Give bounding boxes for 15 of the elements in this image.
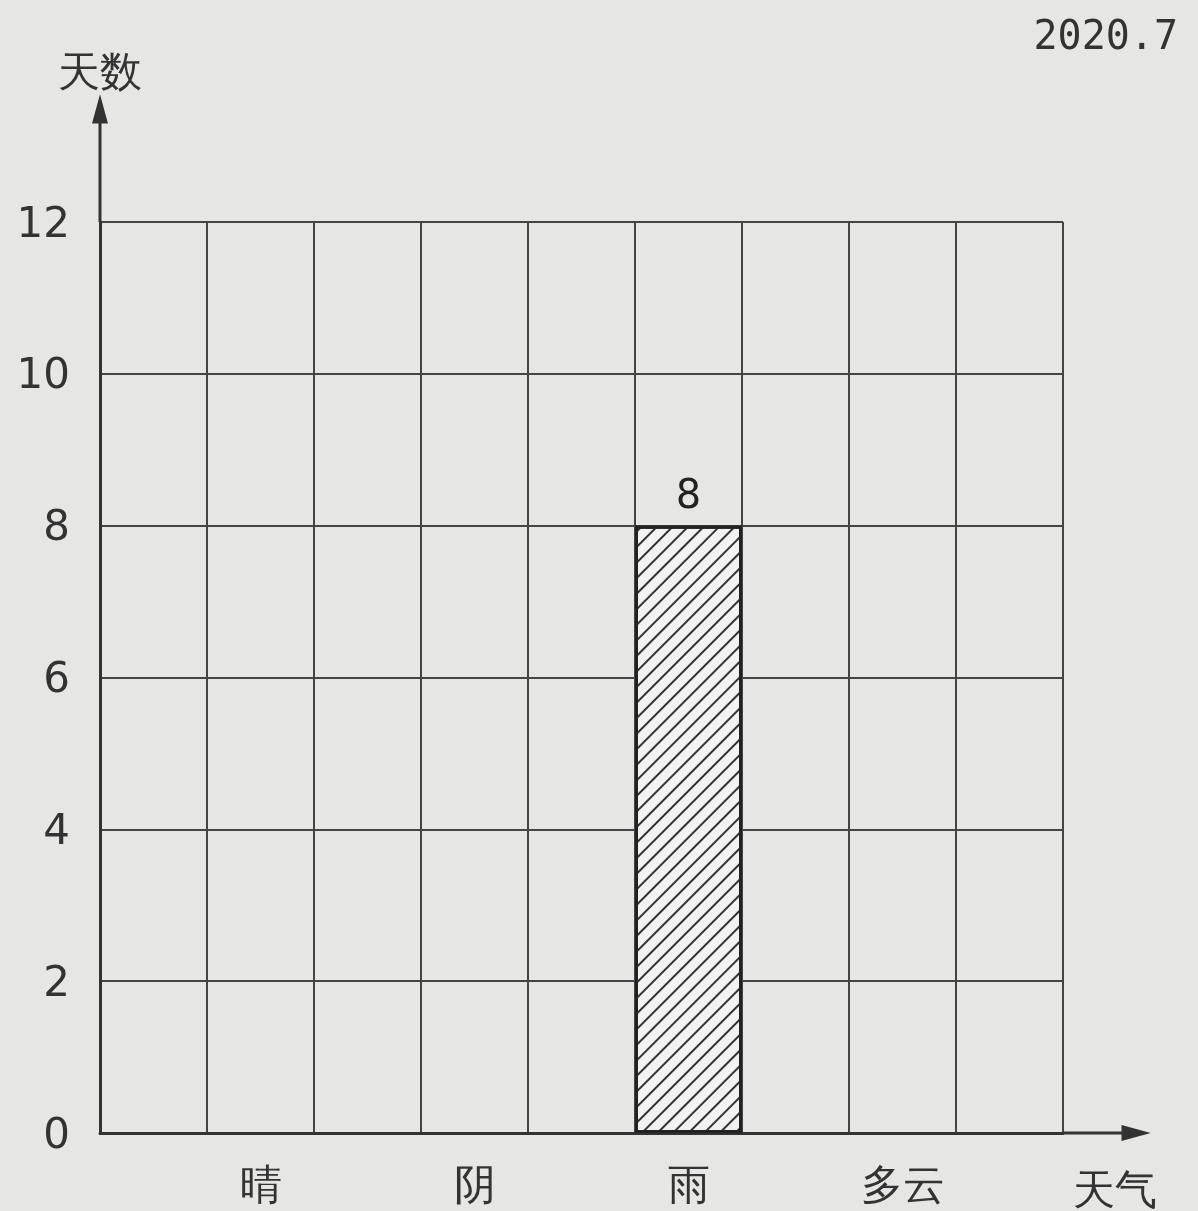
y-tick-label: 10 bbox=[16, 349, 70, 399]
x-tick-label: 雨 bbox=[667, 1159, 710, 1209]
y-axis-title: 天数 bbox=[58, 46, 142, 96]
y-tick-label: 4 bbox=[43, 804, 70, 854]
text: 2020.7 bbox=[1033, 12, 1179, 58]
y-tick-label: 12 bbox=[16, 197, 70, 247]
y-tick-label: 2 bbox=[43, 956, 70, 1006]
x-tick-label: 阴 bbox=[453, 1159, 496, 1209]
x-tick-label: 晴 bbox=[239, 1159, 282, 1209]
y-tick-label: 0 bbox=[43, 1108, 70, 1158]
y-tick-label: 8 bbox=[43, 501, 70, 551]
x-axis-title: 天气 bbox=[1073, 1164, 1157, 1211]
data-label: 8 bbox=[675, 470, 702, 517]
y-tick-label: 6 bbox=[43, 653, 70, 702]
x-tick-label: 多云 bbox=[860, 1159, 945, 1209]
